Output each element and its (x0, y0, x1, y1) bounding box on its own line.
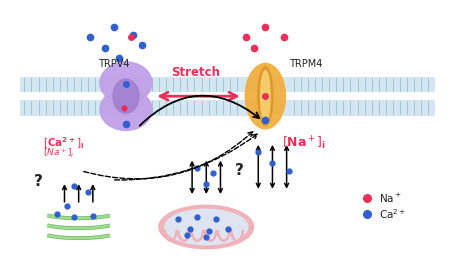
Ellipse shape (113, 79, 139, 113)
Text: ?: ? (235, 163, 244, 178)
Text: $[Na^+]_i$: $[Na^+]_i$ (43, 147, 75, 160)
Text: TRPM4: TRPM4 (289, 59, 322, 69)
Bar (19, 100, 436, 116)
Ellipse shape (165, 209, 247, 245)
Ellipse shape (258, 67, 273, 126)
Text: Ca$^{2+}$: Ca$^{2+}$ (379, 207, 406, 221)
Text: Stretch: Stretch (171, 66, 220, 79)
Text: ?: ? (34, 174, 43, 189)
Ellipse shape (159, 205, 254, 249)
Bar (19, 77, 436, 92)
Text: TRPV4: TRPV4 (98, 59, 129, 69)
Ellipse shape (100, 89, 152, 130)
Text: $[\mathbf{Na}^+]_\mathbf{i}$: $[\mathbf{Na}^+]_\mathbf{i}$ (282, 135, 326, 152)
Text: Na$^+$: Na$^+$ (379, 192, 402, 205)
Ellipse shape (100, 62, 152, 104)
Text: $[\mathbf{Ca}^{\mathbf{2+}}]_\mathbf{i}$: $[\mathbf{Ca}^{\mathbf{2+}}]_\mathbf{i}$ (43, 135, 84, 151)
Ellipse shape (245, 63, 285, 129)
Ellipse shape (261, 71, 270, 122)
